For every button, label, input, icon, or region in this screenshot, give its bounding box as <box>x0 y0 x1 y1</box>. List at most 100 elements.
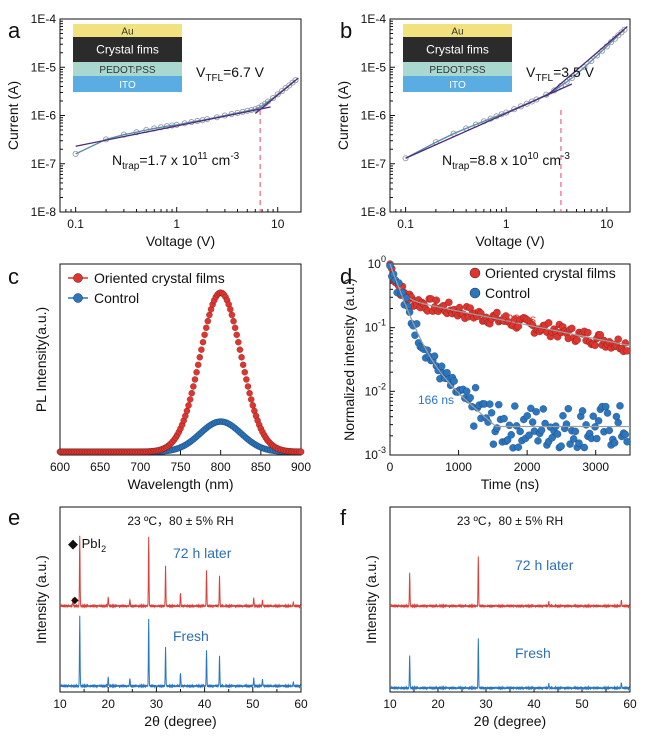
stack-layer-b <box>403 62 512 76</box>
data-point-b <box>402 155 409 162</box>
stack-layer-label-b: ITO <box>449 80 466 91</box>
decay-point-control <box>566 440 574 448</box>
y-axis-title-d: Normalized intensity (a.u.) <box>341 278 357 441</box>
y-tick-label-b: 1E-6 <box>361 109 387 123</box>
x-tick-label-e: 30 <box>150 697 164 711</box>
y-axis-title-e: Intensity (a.u.) <box>33 555 49 644</box>
data-point-b <box>573 71 580 78</box>
decay-point-oriented <box>444 298 453 307</box>
decay-point-control <box>528 418 537 426</box>
xrd-pattern-aged <box>389 556 631 609</box>
x-tick-label-b: 0.1 <box>397 217 414 231</box>
xrd-pattern-fresh <box>59 615 302 689</box>
stack-layer-label-a: Au <box>121 27 133 38</box>
plot-frame-f <box>389 506 631 693</box>
x-tick-label-f: 50 <box>575 697 589 711</box>
y-axis-title-c: PL Intensity(a.u.) <box>33 307 49 412</box>
legend-marker-d <box>469 287 481 299</box>
decay-point-oriented <box>591 341 599 350</box>
decay-point-control <box>512 422 521 430</box>
x-tick-label-b: 1 <box>503 217 510 231</box>
panel-label-e: e <box>8 505 20 530</box>
pl-point-oriented <box>204 317 212 325</box>
x-tick-label-f: 40 <box>527 697 541 711</box>
lifetime-label-control: 166 ns <box>418 393 454 407</box>
x-tick-label-c: 800 <box>211 460 231 474</box>
y-axis-title-b: Current (A) <box>335 81 351 150</box>
decay-point-control <box>571 427 580 436</box>
decay-point-control <box>582 421 590 429</box>
decay-point-control <box>494 400 503 409</box>
fit-line-b <box>405 83 573 159</box>
stack-layer-a <box>73 62 182 76</box>
stack-layer-label-b: Au <box>451 27 463 38</box>
x-tick-label-c: 650 <box>90 460 110 474</box>
decay-point-control <box>592 434 601 443</box>
decay-point-oriented <box>432 296 441 305</box>
decay-point-control <box>516 427 524 436</box>
decay-point-oriented <box>493 308 501 317</box>
x-tick-label-b: 10 <box>600 217 614 231</box>
x-axis-title-d: Time (ns) <box>481 476 540 492</box>
decay-point-control <box>507 430 516 439</box>
pl-point-oriented <box>193 368 200 376</box>
decay-point-control <box>557 442 566 450</box>
y-tick-label-a: 1E-6 <box>31 109 57 123</box>
pl-point-oriented <box>199 338 207 346</box>
decay-point-control <box>614 418 623 427</box>
pl-point-oriented <box>243 376 250 383</box>
decay-point-control <box>580 443 589 452</box>
data-point-a <box>292 77 299 84</box>
stack-layer-label-a: ITO <box>119 80 136 91</box>
decay-point-control <box>487 408 496 417</box>
decay-point-control <box>437 362 446 371</box>
pl-point-oriented <box>231 324 239 332</box>
data-point-a <box>274 91 281 98</box>
series-label-f: 72 h later <box>515 557 574 573</box>
x-tick-label-a: 0.1 <box>67 217 84 231</box>
stack-layer-label-b: PEDOT:PSS <box>429 65 485 76</box>
pl-point-oriented <box>183 407 191 415</box>
data-point-b <box>568 74 575 82</box>
x-tick-label-e: 60 <box>294 697 308 711</box>
panel-label-d: d <box>340 264 352 289</box>
lifetime-label-oriented: 599 ns <box>500 312 536 326</box>
x-tick-label-e: 20 <box>102 697 116 711</box>
x-axis-title-e: 2θ (degree) <box>144 713 216 729</box>
decay-point-control <box>610 438 619 447</box>
x-tick-label-c: 900 <box>291 460 311 474</box>
decay-point-control <box>553 430 562 438</box>
y-axis-title-f: Intensity (a.u.) <box>363 555 379 644</box>
pl-point-oriented <box>206 311 213 319</box>
decay-point-control <box>534 437 542 445</box>
pl-point-oriented <box>198 346 205 354</box>
x-tick-label-f: 30 <box>479 697 493 711</box>
data-point-b <box>517 103 524 110</box>
fit-line-a <box>75 106 271 147</box>
condition-label-f: 23 ºC，80 ± 5% RH <box>457 514 563 528</box>
y-tick-label-a: 1E-4 <box>31 12 57 26</box>
y-tick-label-b: 1E-7 <box>361 157 387 171</box>
stack-layer-a <box>73 37 182 62</box>
decay-point-control <box>450 377 459 385</box>
decay-point-control <box>503 436 512 444</box>
legend-marker-c <box>73 293 83 303</box>
pl-point-oriented <box>196 353 204 361</box>
decay-point-control <box>500 414 508 423</box>
pl-point-oriented <box>202 324 210 332</box>
decay-point-control <box>462 387 471 396</box>
y-tick-label-d: 100 <box>368 254 386 271</box>
decay-point-control <box>430 352 439 360</box>
decay-fit-control <box>389 263 630 428</box>
panel-label-c: c <box>8 264 19 289</box>
stack-layer-label-a: Crystal fims <box>96 43 159 57</box>
xrd-pattern-aged <box>59 535 302 609</box>
y-tick-label-a: 1E-5 <box>31 60 57 74</box>
x-tick-label-c: 600 <box>50 460 70 474</box>
decay-point-oriented <box>544 319 553 327</box>
pbi2-marker-label: ◆ PbI2 <box>68 536 106 554</box>
panel-label-a: a <box>8 18 21 43</box>
decay-point-control <box>532 407 541 416</box>
legend-label-c: Oriented crystal films <box>94 270 225 286</box>
